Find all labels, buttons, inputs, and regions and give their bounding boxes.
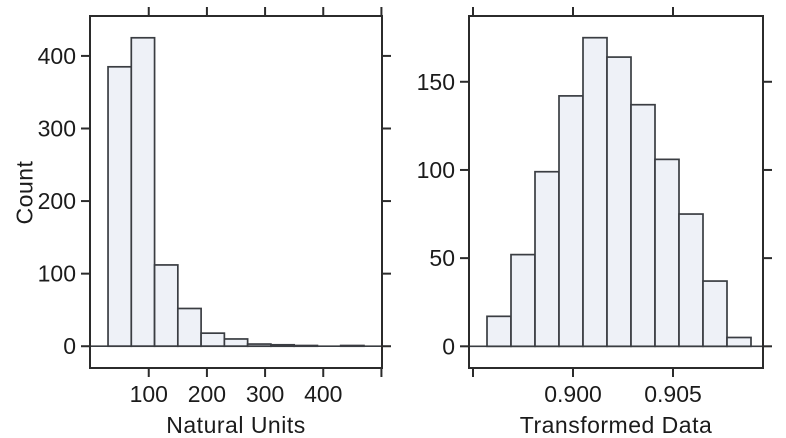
- histogram-bar: [702, 280, 728, 348]
- histogram-bar: [534, 170, 560, 348]
- y-tick-label: 100: [38, 261, 76, 287]
- x-tick-label: 300: [246, 381, 284, 407]
- x-tick-label: 0.905: [644, 381, 702, 407]
- x-tick-label: 200: [188, 381, 226, 407]
- histogram-bar: [223, 338, 249, 348]
- y-tick-label: 300: [38, 115, 76, 141]
- histogram-bar: [606, 56, 632, 348]
- histogram-bar: [654, 158, 680, 348]
- y-tick-label: 100: [417, 157, 455, 183]
- histogram-bar: [153, 264, 179, 348]
- histogram-bar: [200, 332, 226, 348]
- x-axis-title-natural-units: Natural Units: [166, 412, 306, 438]
- x-tick-label: 0.900: [544, 381, 602, 407]
- histogram-bar: [510, 253, 536, 348]
- y-tick-label: 50: [429, 245, 455, 271]
- histogram-bar: [130, 36, 156, 348]
- x-axis-title-transformed-data: Transformed Data: [519, 412, 713, 438]
- histogram-bar: [486, 315, 512, 348]
- y-tick-label: 0: [63, 333, 76, 359]
- x-tick-label: 100: [130, 381, 168, 407]
- y-tick-label: 0: [442, 333, 455, 359]
- histogram-bar: [726, 336, 752, 348]
- histogram-bar: [176, 307, 202, 348]
- histogram-bar: [582, 36, 608, 348]
- y-tick-label: 150: [417, 69, 455, 95]
- y-tick-label: 400: [38, 43, 76, 69]
- histogram-bar: [558, 95, 584, 348]
- histogram-bar: [630, 103, 656, 348]
- histogram-bar: [107, 65, 133, 348]
- panel-border: [89, 15, 383, 369]
- y-tick-label: 200: [38, 188, 76, 214]
- histogram-bar: [678, 213, 704, 348]
- x-tick-label: 400: [304, 381, 342, 407]
- panel-border: [468, 15, 764, 369]
